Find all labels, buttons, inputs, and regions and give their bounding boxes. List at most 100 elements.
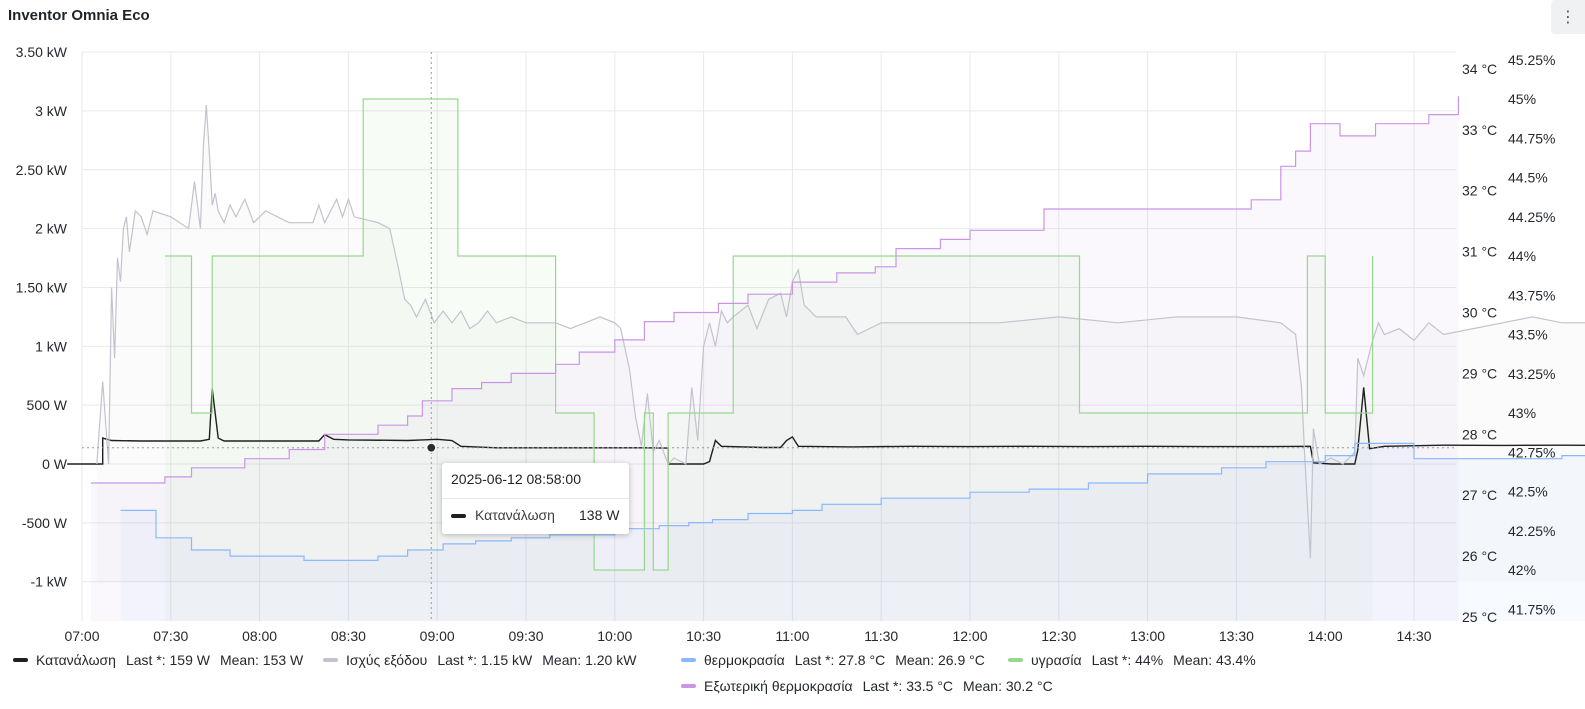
tooltip-time: 2025-06-12 08:58:00 bbox=[451, 471, 581, 487]
legend-swatch bbox=[323, 658, 338, 662]
series-line bbox=[164, 98, 1374, 571]
series-area bbox=[120, 443, 1585, 621]
x-tick-label: 13:00 bbox=[1130, 628, 1165, 644]
y-right-humidity-tick-label: 44.25% bbox=[1508, 209, 1555, 225]
y-left-tick-label: 1 kW bbox=[35, 338, 68, 354]
legend-mean: Mean: 153 W bbox=[219, 652, 304, 668]
y-right-temp-tick-label: 33 °C bbox=[1462, 122, 1497, 138]
y-left-tick-label: -1 kW bbox=[30, 574, 67, 590]
y-right-humidity-tick-label: 41.75% bbox=[1508, 601, 1555, 617]
panel-title: Inventor Omnia Eco bbox=[8, 7, 150, 24]
y-right-humidity-tick-label: 44.5% bbox=[1508, 170, 1548, 186]
series-area bbox=[90, 96, 1459, 622]
y-left-tick-label: 2.50 kW bbox=[16, 162, 68, 178]
tooltip-series-swatch bbox=[451, 514, 466, 518]
x-tick-label: 08:00 bbox=[242, 628, 277, 644]
series-line bbox=[67, 387, 1585, 465]
series-area bbox=[96, 105, 1585, 582]
tooltip-series-value: 138 W bbox=[579, 507, 620, 523]
y-right-temp-tick-label: 30 °C bbox=[1462, 305, 1497, 321]
legend-swatch bbox=[13, 658, 28, 662]
y-left-tick-label: 2 kW bbox=[35, 221, 68, 237]
x-tick-label: 09:00 bbox=[420, 628, 455, 644]
y-left-tick-label: -500 W bbox=[22, 515, 68, 531]
y-right-humidity-tick-label: 45% bbox=[1508, 91, 1536, 107]
legend-last: Last *: 44% bbox=[1091, 652, 1164, 668]
hover-tooltip: 2025-06-12 08:58:00 Κατανάλωση 138 W bbox=[442, 463, 629, 534]
legend-last: Last *: 27.8 °C bbox=[794, 652, 886, 668]
y-left-tick-label: 1.50 kW bbox=[16, 279, 68, 295]
y-right-temp-tick-label: 34 °C bbox=[1462, 61, 1497, 77]
panel-menu-button[interactable]: ⋮ bbox=[1551, 0, 1585, 34]
tooltip-divider bbox=[442, 498, 629, 499]
x-tick-label: 12:30 bbox=[1041, 628, 1076, 644]
y-right-humidity-tick-label: 42.5% bbox=[1508, 484, 1548, 500]
legend-label: Εξωτερική θερμοκρασία bbox=[704, 678, 853, 694]
legend-label: υγρασία bbox=[1031, 652, 1082, 668]
legend-swatch bbox=[681, 684, 696, 688]
legend-label: Ισχύς εξόδου bbox=[346, 652, 428, 668]
x-tick-label: 08:30 bbox=[331, 628, 366, 644]
x-tick-label: 11:00 bbox=[775, 628, 809, 644]
y-right-humidity-tick-label: 43.25% bbox=[1508, 366, 1555, 382]
y-right-temp-tick-label: 29 °C bbox=[1462, 365, 1497, 381]
y-left-tick-label: 3 kW bbox=[35, 103, 68, 119]
x-tick-label: 14:00 bbox=[1308, 628, 1343, 644]
y-right-temp-tick-label: 31 °C bbox=[1462, 244, 1497, 260]
legend-item-output-power[interactable]: Ισχύς εξόδου Last *: 1.15 kW Mean: 1.20 … bbox=[323, 652, 646, 668]
x-tick-label: 07:00 bbox=[64, 628, 99, 644]
tooltip-series-name: Κατανάλωση bbox=[475, 507, 555, 523]
x-tick-label: 09:30 bbox=[508, 628, 543, 644]
legend-last: Last *: 1.15 kW bbox=[437, 652, 533, 668]
legend-item-temperature[interactable]: θερμοκρασία Last *: 27.8 °C Mean: 26.9 °… bbox=[681, 652, 995, 668]
y-right-humidity-tick-label: 43% bbox=[1508, 405, 1536, 421]
legend-item-consumption[interactable]: Κατανάλωση Last *: 159 W Mean: 153 W bbox=[13, 652, 313, 668]
x-tick-label: 07:30 bbox=[153, 628, 188, 644]
x-tick-label: 12:00 bbox=[952, 628, 987, 644]
y-right-humidity-tick-label: 43.5% bbox=[1508, 327, 1548, 343]
y-right-temp-tick-label: 25 °C bbox=[1462, 609, 1497, 625]
x-tick-label: 11:30 bbox=[864, 628, 898, 644]
y-right-temp-tick-label: 28 °C bbox=[1462, 426, 1497, 442]
y-right-humidity-tick-label: 44.75% bbox=[1508, 130, 1555, 146]
series-line bbox=[120, 442, 1585, 561]
y-right-temp-tick-label: 26 °C bbox=[1462, 548, 1497, 564]
legend-mean: Mean: 43.4% bbox=[1173, 652, 1256, 668]
legend-label: Κατανάλωση bbox=[36, 652, 116, 668]
legend-last: Last *: 159 W bbox=[125, 652, 210, 668]
legend-label: θερμοκρασία bbox=[704, 652, 785, 668]
chart-grid bbox=[81, 51, 1456, 621]
legend-mean: Mean: 30.2 °C bbox=[963, 678, 1053, 694]
x-tick-label: 10:30 bbox=[686, 628, 721, 644]
y-right-humidity-tick-label: 42.75% bbox=[1508, 444, 1555, 460]
series-line bbox=[90, 96, 1459, 484]
x-tick-label: 14:30 bbox=[1396, 628, 1431, 644]
legend-last: Last *: 33.5 °C bbox=[862, 678, 954, 694]
crosshair-point bbox=[426, 442, 437, 453]
legend-mean: Mean: 1.20 kW bbox=[542, 652, 637, 668]
y-right-humidity-tick-label: 42.25% bbox=[1508, 523, 1555, 539]
legend-swatch bbox=[1008, 658, 1023, 662]
chart-axes: 07:00 07:30 08:00 08:30 09:00 09:30 10:00 10:30… bbox=[16, 44, 1556, 644]
series-lines bbox=[67, 96, 1585, 571]
y-right-temp-tick-label: 32 °C bbox=[1462, 183, 1497, 199]
x-tick-label: 10:00 bbox=[597, 628, 632, 644]
y-left-tick-label: 500 W bbox=[27, 397, 68, 413]
series-fills bbox=[90, 96, 1585, 622]
legend-item-outdoor-temperature[interactable]: Εξωτερική θερμοκρασία Last *: 33.5 °C Me… bbox=[681, 678, 1063, 694]
y-left-tick-label: 3.50 kW bbox=[16, 44, 68, 60]
y-right-humidity-tick-label: 44% bbox=[1508, 248, 1536, 264]
series-line bbox=[96, 104, 1585, 559]
y-right-humidity-tick-label: 42% bbox=[1508, 562, 1536, 578]
legend-swatch bbox=[681, 658, 696, 662]
crosshair bbox=[82, 52, 1456, 621]
x-tick-label: 13:30 bbox=[1219, 628, 1254, 644]
y-right-humidity-tick-label: 45.25% bbox=[1508, 52, 1555, 68]
vertical-ellipsis-icon: ⋮ bbox=[1560, 9, 1576, 26]
legend-mean: Mean: 26.9 °C bbox=[895, 652, 985, 668]
y-right-humidity-tick-label: 43.75% bbox=[1508, 287, 1555, 303]
y-left-tick-label: 0 W bbox=[42, 456, 68, 472]
y-right-temp-tick-label: 27 °C bbox=[1462, 487, 1497, 503]
legend-item-humidity[interactable]: υγρασία Last *: 44% Mean: 43.4% bbox=[1008, 652, 1266, 668]
